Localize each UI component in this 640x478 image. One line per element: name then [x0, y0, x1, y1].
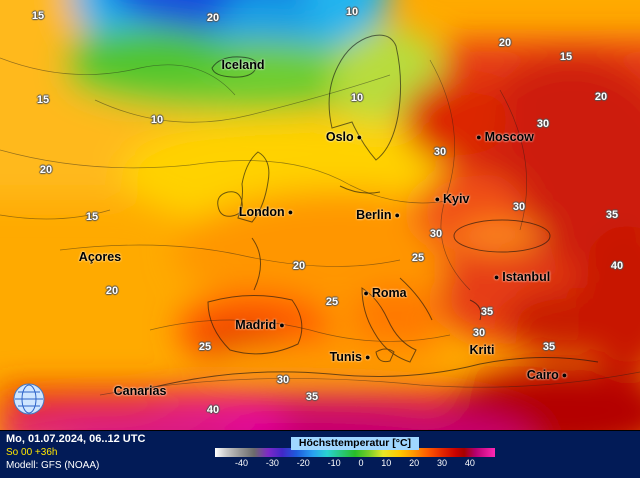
- city-name: Açores: [78, 250, 122, 264]
- isotherm-value-label: 30: [433, 146, 447, 158]
- isotherm-value-label: 30: [536, 118, 550, 130]
- legend-tick: 0: [358, 458, 364, 468]
- map-canvas: Iceland Oslo ● ● Moscow London ● Berlin ● ● Kyiv Aç…: [0, 0, 640, 430]
- city-marker-dot: ●: [561, 369, 568, 380]
- city-name: Tunis: [329, 350, 362, 364]
- legend-tick: 30: [437, 458, 448, 468]
- isotherm-value-label: 25: [411, 252, 425, 264]
- city-name: Cairo: [526, 368, 559, 382]
- city-marker-dot: ●: [356, 131, 363, 142]
- isotherm-value-label: 20: [206, 12, 220, 24]
- city-label: Tunis ●: [330, 350, 371, 364]
- isotherm-value-label: 20: [498, 37, 512, 49]
- isotherm-value-label: 10: [345, 6, 359, 18]
- valid-datetime: Mo, 01.07.2024, 06..12 UTC: [6, 433, 146, 445]
- city-label: Canarias: [114, 384, 167, 398]
- legend-tick: -30: [265, 458, 279, 468]
- city-label: ● Moscow: [476, 130, 534, 144]
- city-name: Iceland: [221, 58, 265, 72]
- map-overlay: Iceland Oslo ● ● Moscow London ● Berlin ● ● Kyiv Aç…: [31, 6, 624, 416]
- city-name: Moscow: [484, 130, 534, 144]
- legend-tick: 10: [381, 458, 392, 468]
- isotherm-value-label: 10: [150, 114, 164, 126]
- isotherm-contours: [0, 57, 640, 396]
- city-marker-dot: ●: [476, 131, 482, 142]
- isotherm-value-label: 15: [31, 10, 45, 22]
- legend-title-row: Höchsttemperatur [°C]: [215, 433, 495, 450]
- isotherm-value-label: 30: [276, 374, 290, 386]
- city-name: Roma: [371, 286, 407, 300]
- isotherm-value-label: 10: [350, 92, 364, 104]
- city-name: Kriti: [469, 343, 495, 357]
- legend: Höchsttemperatur [°C] -40 -30 -20 -10 0 10 20 3…: [215, 433, 495, 468]
- isotherm-value-label: 35: [605, 209, 619, 221]
- isotherm-value-label: 20: [39, 164, 53, 176]
- isotherm-value-label: 30: [472, 327, 486, 339]
- city-marker-dot: ●: [363, 287, 369, 298]
- run-offset: So 00 +36h: [6, 447, 58, 458]
- city-marker-dot: ●: [364, 351, 371, 362]
- legend-tick: -10: [327, 458, 341, 468]
- isotherm-value-label: 30: [429, 228, 443, 240]
- city-marker-dot: ●: [394, 209, 400, 220]
- city-name: Madrid: [235, 318, 277, 332]
- isotherm-value-label: 40: [206, 404, 220, 416]
- city-marker-dot: ●: [434, 193, 441, 204]
- isotherm-value-label: 35: [542, 341, 556, 353]
- city-label: Kriti: [470, 343, 495, 357]
- isotherm-value-label: 20: [594, 91, 608, 103]
- city-name: Berlin: [356, 208, 392, 222]
- isotherm-value-label: 15: [559, 51, 573, 63]
- temperature-field: [0, 0, 640, 430]
- isotherm-value-label: 30: [512, 201, 526, 213]
- forecast-meta: Mo, 01.07.2024, 06..12 UTC So 00 +36h Mo…: [6, 434, 145, 471]
- isotherm-value-label: 15: [85, 211, 99, 223]
- city-label: ● Istanbul: [494, 270, 550, 284]
- city-label: Cairo ●: [527, 368, 567, 382]
- city-label: Açores: [79, 250, 121, 264]
- city-marker-dot: ●: [279, 319, 285, 330]
- city-label: Berlin ●: [356, 208, 400, 222]
- isotherm-value-label: 35: [305, 391, 319, 403]
- legend-tick: 40: [464, 458, 475, 468]
- isotherm-value-label: 40: [610, 260, 624, 272]
- city-name: Kyiv: [443, 192, 470, 206]
- legend-tick: -40: [235, 458, 249, 468]
- legend-tick: 20: [409, 458, 420, 468]
- city-name: London: [238, 205, 285, 219]
- legend-title: Höchsttemperatur [°C]: [290, 437, 420, 450]
- city-name: Istanbul: [502, 270, 551, 284]
- legend-colorbar: [215, 448, 495, 457]
- city-marker-dot: ●: [287, 206, 294, 217]
- city-label: Iceland: [221, 58, 264, 72]
- city-marker-dot: ●: [493, 271, 500, 282]
- isotherm-value-label: 15: [36, 94, 50, 106]
- city-label: ● Roma: [363, 286, 406, 300]
- city-label: Oslo ●: [326, 130, 362, 144]
- isotherm-value-label: 35: [480, 306, 494, 318]
- isotherm-value-label: 20: [105, 285, 119, 297]
- city-name: Oslo: [325, 130, 354, 144]
- site-logo-icon: [13, 383, 45, 415]
- isotherm-value-label: 25: [198, 341, 212, 353]
- info-bar: Mo, 01.07.2024, 06..12 UTC So 00 +36h Mo…: [0, 430, 640, 478]
- city-label: London ●: [239, 205, 293, 219]
- legend-ticks: -40 -30 -20 -10 0 10 20 30 40: [215, 458, 495, 468]
- city-label: Madrid ●: [235, 318, 284, 332]
- isotherm-value-label: 25: [325, 296, 339, 308]
- city-name: Canarias: [113, 384, 167, 398]
- model-name: Modell: GFS (NOAA): [6, 460, 100, 471]
- city-label: ● Kyiv: [435, 192, 470, 206]
- legend-tick: -20: [296, 458, 310, 468]
- isotherm-value-label: 20: [292, 260, 306, 272]
- coastlines: [149, 34, 599, 389]
